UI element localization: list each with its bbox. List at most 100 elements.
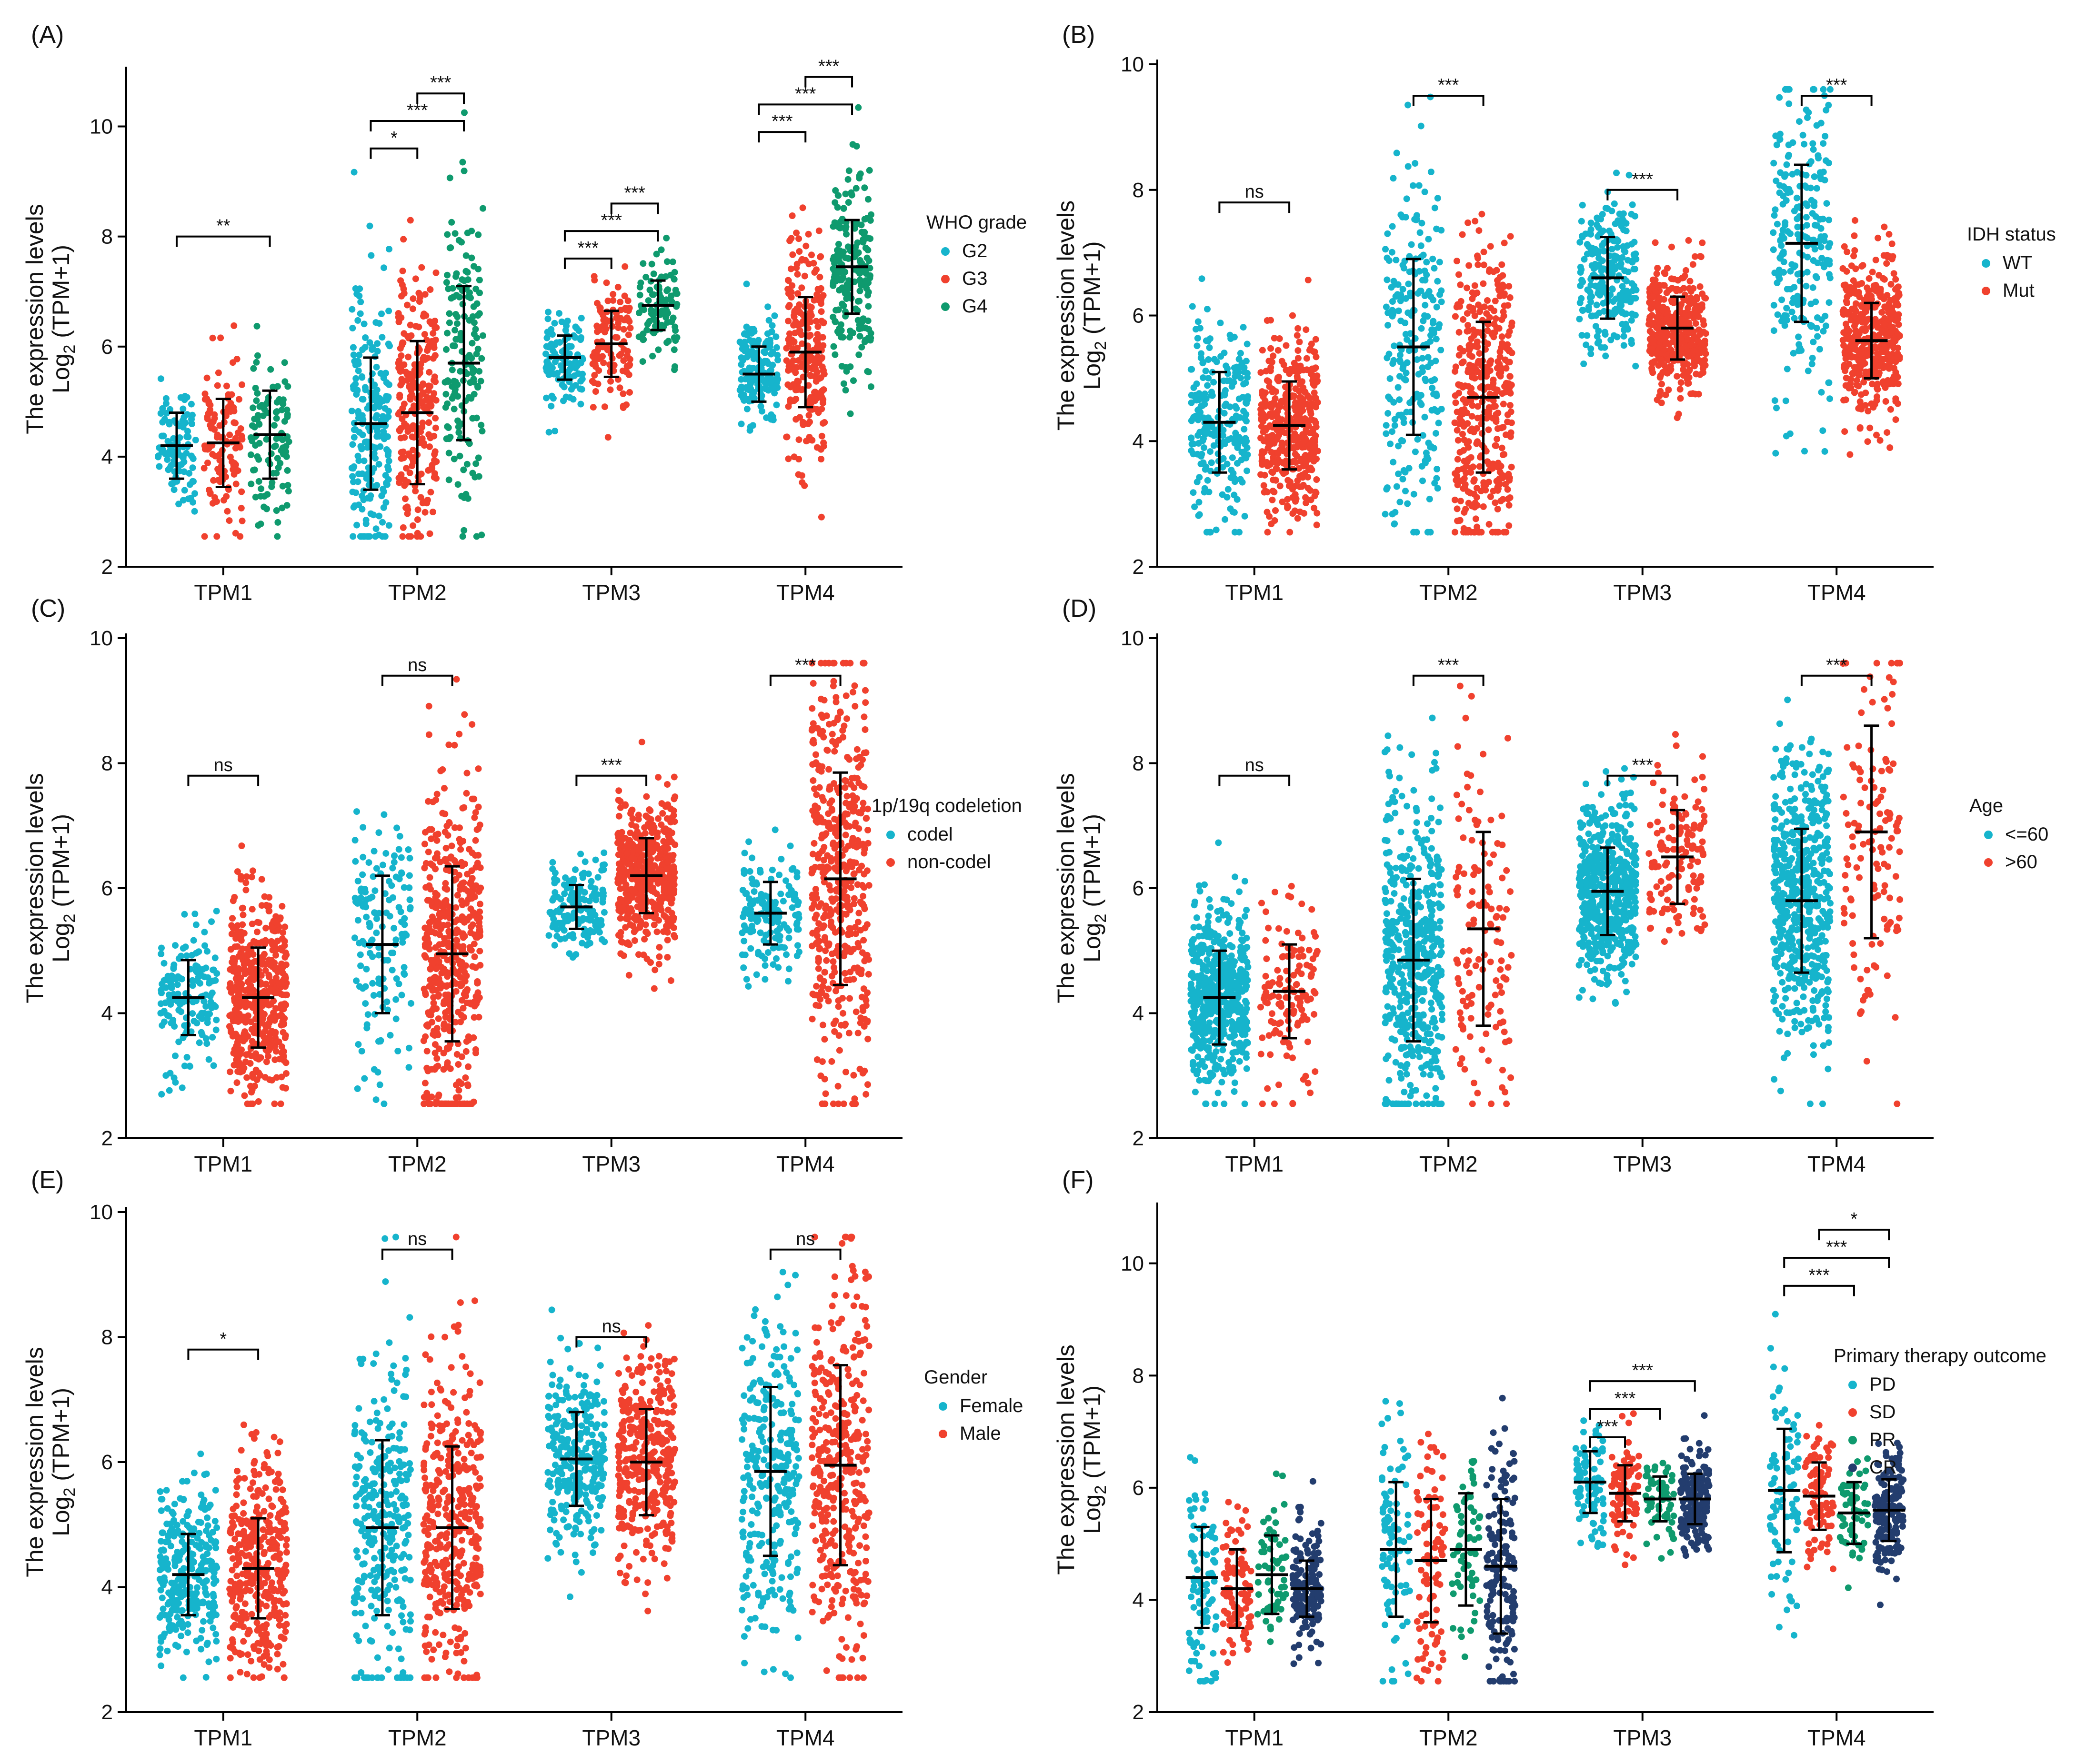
series-points-G3 [201,204,828,540]
data-point [1851,364,1858,371]
y-tick-label: 2 [101,1127,113,1150]
data-point [1404,359,1411,366]
data-point [371,1066,378,1073]
data-point [203,1040,211,1047]
data-point [373,363,380,371]
data-point [209,989,216,996]
data-point [160,977,168,984]
data-point [1244,444,1251,451]
data-point [805,412,812,419]
data-point [1507,233,1514,240]
data-point [1658,381,1665,388]
data-point [180,945,187,952]
data-point [186,1063,193,1070]
data-point [419,419,426,426]
data-point [1459,231,1466,238]
significance-bracket: *** [370,100,465,131]
data-point [473,414,480,421]
data-point [762,349,769,356]
data-point [1234,444,1241,451]
data-point [285,488,292,495]
data-point [1680,366,1686,373]
data-point [180,405,187,412]
data-point [405,1044,412,1052]
y-tick-label: 6 [1133,304,1144,328]
data-point [375,829,382,836]
data-point [1812,298,1819,305]
data-point [1788,309,1795,315]
data-point [157,375,164,382]
data-point [353,977,360,984]
data-point [371,404,378,411]
data-point [1422,457,1429,464]
data-point [425,467,432,474]
data-point [1460,525,1467,532]
data-point [362,889,369,896]
data-point [357,962,364,969]
data-point [358,1048,365,1055]
data-point [865,196,872,203]
data-point [1314,510,1321,517]
data-point [1629,287,1636,294]
data-point [1304,473,1312,481]
data-point [1611,200,1618,207]
data-point [211,954,219,962]
data-point [771,385,777,392]
data-point [1486,360,1494,367]
data-point [1498,444,1505,451]
data-point [1434,195,1441,202]
data-point [1265,358,1273,364]
data-point [832,319,839,325]
data-point [1420,251,1427,259]
data-point [1501,240,1508,247]
data-point [741,391,748,399]
data-point [788,336,795,343]
data-point [1428,326,1435,333]
data-point [1313,353,1320,361]
data-point [1434,485,1441,492]
data-point [1204,477,1211,484]
data-point [1685,368,1693,374]
data-point [577,401,584,408]
x-tick-label: TPM4 [1807,580,1866,605]
data-point [414,506,421,513]
data-point [359,374,366,381]
data-point [848,191,855,199]
data-point [622,263,629,270]
data-point [1794,194,1800,201]
data-point [1399,476,1406,482]
data-point [446,319,453,326]
data-point [620,402,627,410]
data-point [1587,281,1595,289]
data-point [1690,300,1697,307]
data-point [792,330,799,337]
data-point [204,948,211,955]
data-point [1694,355,1701,362]
data-point [431,474,438,481]
data-point [357,443,364,450]
data-point [157,1000,164,1007]
data-point [158,1091,165,1098]
data-point [1484,327,1491,334]
data-point [1294,325,1302,332]
data-point [795,471,802,478]
data-point [1404,500,1411,507]
significance-bracket: *** [804,57,853,88]
data-point [432,378,439,385]
data-point [1493,478,1500,485]
data-point [811,269,818,276]
data-point [351,169,358,176]
data-point [369,980,376,987]
data-point [1885,231,1893,238]
data-point [1875,271,1883,279]
data-point [253,322,261,330]
data-point [1890,270,1897,277]
data-point [1244,396,1251,403]
data-point [787,383,794,391]
data-point [1311,365,1318,372]
data-point [738,376,745,383]
data-point [442,404,449,411]
data-point [746,364,753,371]
data-point [795,436,802,443]
